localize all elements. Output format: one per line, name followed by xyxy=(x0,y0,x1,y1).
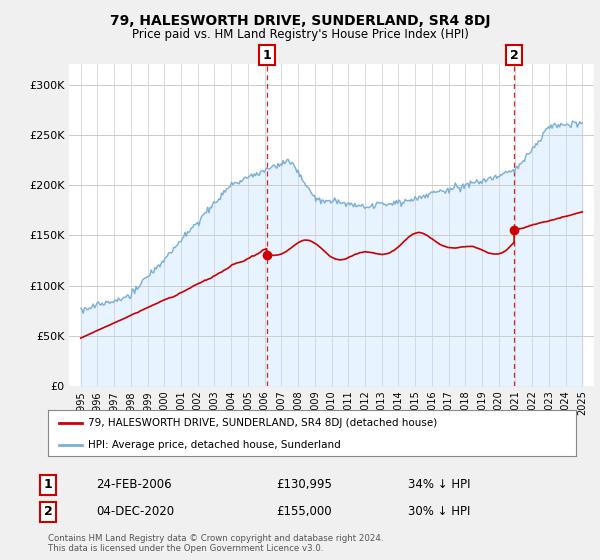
Text: 1: 1 xyxy=(44,478,52,491)
Text: 2: 2 xyxy=(510,49,518,62)
Text: 04-DEC-2020: 04-DEC-2020 xyxy=(96,505,174,518)
Text: HPI: Average price, detached house, Sunderland: HPI: Average price, detached house, Sund… xyxy=(88,440,340,450)
Text: 24-FEB-2006: 24-FEB-2006 xyxy=(96,478,172,491)
Text: Price paid vs. HM Land Registry's House Price Index (HPI): Price paid vs. HM Land Registry's House … xyxy=(131,28,469,41)
Text: Contains HM Land Registry data © Crown copyright and database right 2024.
This d: Contains HM Land Registry data © Crown c… xyxy=(48,534,383,553)
Text: 34% ↓ HPI: 34% ↓ HPI xyxy=(408,478,470,491)
Text: 1: 1 xyxy=(262,49,271,62)
Text: 79, HALESWORTH DRIVE, SUNDERLAND, SR4 8DJ (detached house): 79, HALESWORTH DRIVE, SUNDERLAND, SR4 8D… xyxy=(88,418,437,428)
Text: 79, HALESWORTH DRIVE, SUNDERLAND, SR4 8DJ: 79, HALESWORTH DRIVE, SUNDERLAND, SR4 8D… xyxy=(110,14,490,28)
Text: £130,995: £130,995 xyxy=(276,478,332,491)
Text: 2: 2 xyxy=(44,505,52,518)
Text: £155,000: £155,000 xyxy=(276,505,332,518)
Text: 30% ↓ HPI: 30% ↓ HPI xyxy=(408,505,470,518)
